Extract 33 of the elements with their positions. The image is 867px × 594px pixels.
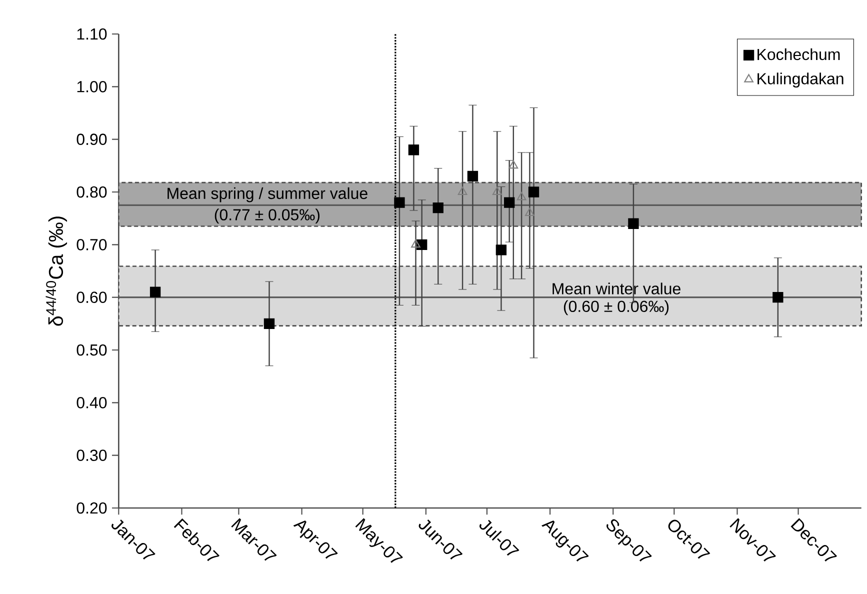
y-tick-label: 0.50 xyxy=(76,344,107,356)
point xyxy=(467,170,478,182)
point xyxy=(432,202,444,214)
y-tick-label: 1.00 xyxy=(77,81,107,92)
legend-label: Kochechum xyxy=(758,48,840,60)
point xyxy=(394,197,405,208)
y-tick-label: 0.80 xyxy=(76,186,107,198)
point xyxy=(504,197,515,208)
point xyxy=(772,292,784,303)
y-tick-label: 0.60 xyxy=(76,292,107,303)
y-tick-label: 0.30 xyxy=(76,450,107,461)
band-label: (0.77 ± 0.05‰) xyxy=(214,208,320,224)
y-tick-label: 0.20 xyxy=(76,502,107,514)
y-tick-label: 1.10 xyxy=(77,28,107,40)
point xyxy=(264,318,275,330)
ref-line-label: Mean spring / summer value xyxy=(168,187,368,202)
point xyxy=(408,144,420,156)
band-label: (0.60 ± 0.06‰) xyxy=(564,300,669,316)
y-tick-label: 0.40 xyxy=(76,397,107,408)
point xyxy=(524,208,534,216)
y-axis-title: δ$^{44/40}$Ca (‰) xyxy=(46,216,67,326)
y-tick-label: 0.70 xyxy=(76,239,107,250)
y-tick-label: 0.90 xyxy=(76,134,107,145)
point xyxy=(411,239,420,248)
point xyxy=(458,186,468,195)
point xyxy=(528,186,540,198)
point xyxy=(628,218,639,229)
point xyxy=(496,244,507,256)
point xyxy=(492,186,502,195)
legend-label: Kulingdakan xyxy=(758,72,844,88)
point xyxy=(516,192,526,200)
point xyxy=(508,160,518,169)
point xyxy=(150,286,161,298)
